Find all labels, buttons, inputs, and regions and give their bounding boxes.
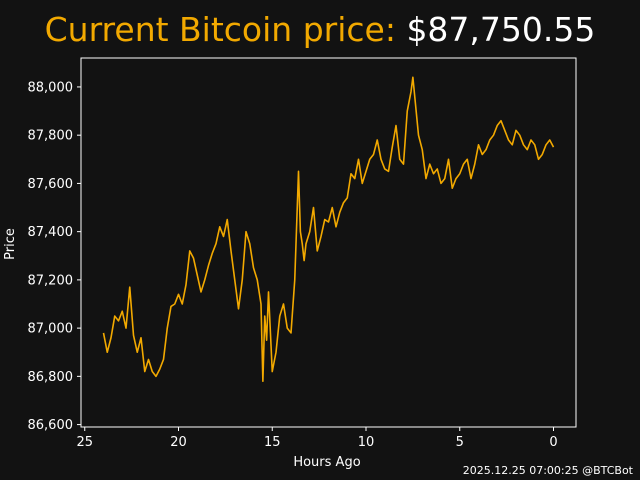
plot-area: 25 20 15 10 5 0 86,600 86,800 87,000 87,200 87,40…: [28, 57, 577, 450]
footer-timestamp: 2025.12.25 07:00:25 @BTCBot: [463, 464, 634, 477]
y-tick-label: 87,200: [28, 273, 74, 288]
y-tick-label: 86,800: [28, 370, 74, 385]
plot-frame: [80, 57, 577, 428]
chart-title: Current Bitcoin price: $87,750.55: [45, 10, 596, 49]
y-axis: 86,600 86,800 87,000 87,200 87,400 87,600 87,8…: [28, 80, 81, 433]
x-tick-label: 5: [456, 435, 464, 450]
y-axis-label: Price: [3, 228, 18, 260]
y-tick-label: 87,000: [28, 322, 74, 337]
y-tick-label: 87,400: [28, 225, 74, 240]
y-tick-label: 87,600: [28, 177, 74, 192]
x-axis-label: Hours Ago: [293, 455, 360, 470]
title-label: Current Bitcoin price:: [45, 10, 407, 49]
y-tick-label: 86,600: [28, 418, 74, 433]
title-price: $87,750.55: [406, 10, 595, 49]
x-tick-label: 25: [76, 435, 93, 450]
price-series-line: [102, 76, 555, 382]
x-tick-label: 10: [358, 435, 375, 450]
y-tick-label: 88,000: [28, 80, 74, 95]
x-tick-label: 15: [264, 435, 281, 450]
x-axis: 25 20 15 10 5 0: [76, 427, 558, 450]
y-tick-label: 87,800: [28, 129, 74, 144]
x-tick-label: 0: [549, 435, 557, 450]
x-tick-label: 20: [170, 435, 187, 450]
